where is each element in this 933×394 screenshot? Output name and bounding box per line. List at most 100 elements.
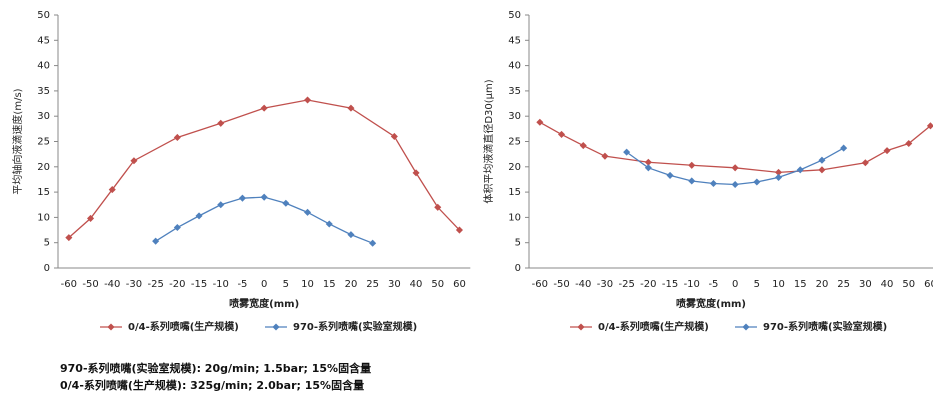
x-tick-label: 10 bbox=[772, 279, 785, 290]
y-tick-label: 15 bbox=[508, 187, 521, 198]
x-tick-label: -60 bbox=[61, 279, 77, 290]
point bbox=[905, 139, 913, 148]
point bbox=[130, 157, 138, 165]
x-tick-label: -25 bbox=[147, 279, 163, 290]
y-tick-label: 0 bbox=[515, 263, 521, 274]
point bbox=[152, 237, 160, 245]
x-tick-label: 15 bbox=[323, 279, 336, 290]
y-tick-label: 5 bbox=[44, 238, 50, 249]
point bbox=[883, 147, 891, 155]
x-tick-label: -20 bbox=[169, 279, 185, 290]
legend-marker bbox=[742, 323, 750, 331]
point bbox=[304, 208, 312, 216]
series-line bbox=[68, 99, 460, 239]
point bbox=[536, 118, 544, 126]
point bbox=[173, 133, 181, 141]
x-tick-label: 0 bbox=[261, 279, 267, 290]
point bbox=[558, 130, 566, 138]
point bbox=[369, 239, 377, 247]
legend-label: 970-系列喷嘴(实验室规模) bbox=[763, 320, 887, 333]
x-axis-label: 喷雾宽度(mm) bbox=[229, 297, 299, 310]
point bbox=[861, 159, 869, 167]
point bbox=[304, 96, 312, 104]
point bbox=[775, 168, 783, 176]
x-tick-label: 40 bbox=[881, 279, 894, 290]
x-tick-label: 60 bbox=[453, 279, 466, 290]
point bbox=[260, 104, 268, 112]
y-tick-label: 45 bbox=[508, 35, 521, 46]
y-axis-label: 平均轴向液滴速度(m/s) bbox=[11, 88, 24, 194]
x-tick-label: -60 bbox=[532, 279, 548, 290]
x-tick-label: 20 bbox=[816, 279, 829, 290]
x-tick-label: -5 bbox=[237, 279, 247, 290]
x-tick-label: -50 bbox=[553, 279, 569, 290]
x-tick-label: 10 bbox=[301, 279, 314, 290]
legend-label: 0/4-系列喷嘴(生产规模) bbox=[128, 320, 239, 333]
y-tick-label: 30 bbox=[37, 111, 50, 122]
y-tick-label: 40 bbox=[37, 61, 50, 72]
point bbox=[666, 171, 674, 179]
y-tick-label: 40 bbox=[508, 61, 521, 72]
y-tick-label: 15 bbox=[37, 187, 50, 198]
x-tick-label: -40 bbox=[104, 279, 120, 290]
point bbox=[926, 122, 933, 130]
x-tick-label: -20 bbox=[640, 279, 656, 290]
legend-label: 0/4-系列喷嘴(生产规模) bbox=[598, 320, 709, 333]
y-tick-label: 20 bbox=[37, 162, 50, 173]
y-tick-label: 50 bbox=[37, 10, 50, 21]
point bbox=[65, 234, 73, 242]
y-tick-label: 35 bbox=[37, 86, 50, 97]
x-tick-label: -15 bbox=[662, 279, 678, 290]
x-tick-label: 50 bbox=[431, 279, 444, 290]
x-tick-label: -15 bbox=[191, 279, 207, 290]
note: 0/4-系列喷嘴(生产规模): 325g/min; 2.0bar; 15%固含量 bbox=[60, 379, 365, 392]
x-tick-label: 15 bbox=[794, 279, 807, 290]
x-tick-label: -30 bbox=[597, 279, 613, 290]
point bbox=[796, 166, 804, 174]
point bbox=[688, 161, 696, 169]
x-axis-label: 喷雾宽度(mm) bbox=[676, 297, 746, 310]
x-tick-label: 5 bbox=[754, 279, 760, 290]
point bbox=[238, 194, 246, 202]
point bbox=[347, 104, 355, 112]
legend-marker bbox=[272, 323, 280, 331]
x-tick-label: 20 bbox=[345, 279, 358, 290]
point bbox=[455, 226, 463, 234]
x-tick-label: -30 bbox=[126, 279, 142, 290]
y-tick-label: 50 bbox=[508, 10, 521, 21]
series-line bbox=[155, 196, 373, 244]
y-tick-label: 25 bbox=[508, 137, 521, 148]
point bbox=[282, 199, 290, 207]
note: 970-系列喷嘴(实验室规模): 20g/min; 1.5bar; 15%固含量 bbox=[60, 362, 372, 375]
x-tick-label: -10 bbox=[213, 279, 229, 290]
y-tick-label: 10 bbox=[508, 212, 521, 223]
y-tick-label: 35 bbox=[508, 86, 521, 97]
x-tick-label: 60 bbox=[924, 279, 933, 290]
x-tick-label: 30 bbox=[859, 279, 872, 290]
point bbox=[217, 119, 225, 127]
x-tick-label: 0 bbox=[732, 279, 738, 290]
x-tick-label: 5 bbox=[283, 279, 289, 290]
point bbox=[644, 164, 652, 172]
x-tick-label: -50 bbox=[82, 279, 98, 290]
x-tick-label: 25 bbox=[366, 279, 379, 290]
legend-marker bbox=[107, 323, 115, 331]
x-tick-label: 40 bbox=[410, 279, 423, 290]
point bbox=[173, 223, 181, 232]
point bbox=[623, 148, 631, 156]
point bbox=[434, 203, 442, 211]
point bbox=[644, 158, 652, 166]
point bbox=[818, 166, 826, 174]
x-tick-label: -10 bbox=[684, 279, 700, 290]
point bbox=[688, 177, 696, 185]
x-tick-label: -5 bbox=[708, 279, 718, 290]
y-axis-label: 体积平均液滴直径D30(μm) bbox=[482, 79, 495, 203]
y-tick-label: 20 bbox=[508, 162, 521, 173]
y-tick-label: 45 bbox=[37, 35, 50, 46]
legend-marker bbox=[577, 323, 585, 331]
x-tick-label: 50 bbox=[902, 279, 915, 290]
y-tick-label: 5 bbox=[515, 238, 521, 249]
point bbox=[347, 231, 355, 239]
point bbox=[195, 212, 203, 220]
